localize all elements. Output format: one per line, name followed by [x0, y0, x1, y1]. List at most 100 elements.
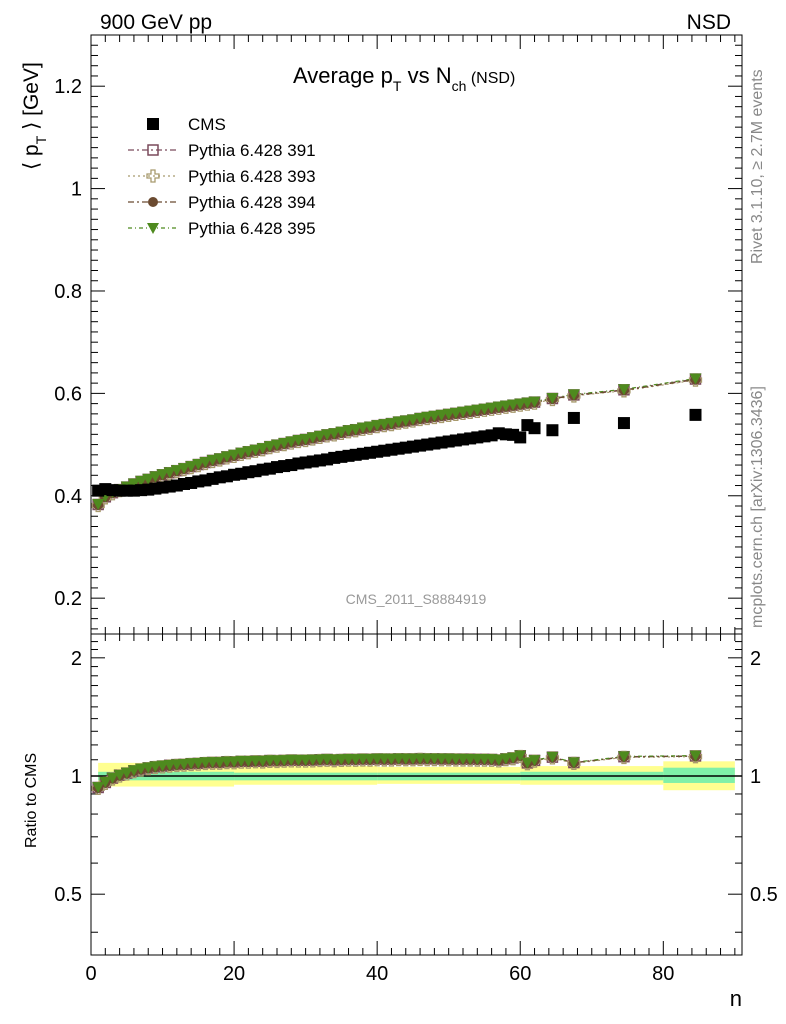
data-point-pythia-6-428-395 — [364, 421, 376, 433]
legend-marker-pythia-6-428-395 — [147, 223, 159, 234]
data-point-pythia-6-428-395 — [213, 453, 226, 465]
legend-label-pythia-6-428-395: Pythia 6.428 395 — [188, 219, 316, 238]
data-point-cms — [546, 424, 559, 437]
ratio-point-pythia-6-428-395 — [507, 752, 520, 764]
ratio-point-pythia-6-428-395 — [92, 782, 105, 794]
main-axes-layer: 0.2 0.4 0.6 0.8 1 1.2 — [54, 34, 742, 634]
xtick-label: 60 — [509, 963, 531, 985]
data-point-pythia-6-428-395 — [464, 405, 477, 417]
data-point-cms — [507, 428, 520, 441]
legend-marker-cms — [147, 118, 159, 130]
ratio-ytick-label-right: 0.5 — [750, 884, 778, 906]
data-point-pythia-6-428-395 — [378, 419, 391, 431]
data-point-pythia-6-428-395 — [156, 469, 169, 481]
main-ytick-label: 0.8 — [54, 281, 82, 303]
ratio-point-pythia-6-428-395 — [163, 759, 176, 771]
ratio-plot-frame — [90, 633, 743, 956]
ratio-point-pythia-6-428-395 — [514, 750, 527, 762]
data-point-pythia-6-428-395 — [299, 433, 312, 445]
ratio-axes-layer: 0.5 0.51 12 20 20 40 60 80 — [54, 634, 778, 985]
data-point-pythia-6-428-395 — [285, 436, 298, 448]
data-point-pythia-6-428-395 — [421, 411, 434, 423]
legend-label-cms: CMS — [188, 115, 226, 134]
data-point-pythia-6-428-395 — [135, 475, 148, 487]
data-point-pythia-6-428-395 — [617, 384, 630, 396]
data-point-pythia-6-428-395 — [471, 404, 484, 416]
legend-marker-pythia-6-428-393 — [146, 169, 160, 183]
data-point-pythia-6-428-395 — [399, 415, 412, 427]
main-series-layer — [91, 373, 703, 513]
data-point-pythia-6-428-395 — [528, 396, 541, 408]
legend: CMS Pythia 6.428 391 Pythia 6.428 393 Pythi… — [128, 115, 316, 238]
ratio-point-pythia-6-428-395 — [135, 763, 148, 775]
ratio-point-pythia-6-428-395 — [113, 769, 126, 781]
data-point-pythia-6-428-395 — [392, 416, 405, 428]
ratio-ytick-label-right: 1 — [750, 766, 761, 788]
data-point-pythia-6-428-395 — [485, 402, 498, 414]
data-point-pythia-6-428-395 — [514, 398, 527, 410]
ratio-ytick-label: 1 — [71, 766, 82, 788]
rivet-side-label: Rivet 3.1.10, ≥ 2.7M events — [749, 69, 766, 264]
title-part-a: Average p — [293, 63, 393, 88]
data-point-pythia-6-428-395 — [228, 449, 241, 461]
xtick-label: 80 — [652, 963, 674, 985]
ratio-ylabel: Ratio to CMS — [23, 753, 40, 848]
xtick-label: 20 — [223, 963, 245, 985]
ylabel-part-a: ⟨ p — [20, 144, 43, 170]
ratio-point-pythia-6-428-395 — [192, 758, 205, 770]
ratio-point-pythia-6-428-395 — [127, 765, 140, 777]
data-point-pythia-6-428-395 — [414, 412, 427, 424]
data-point-pythia-6-428-395 — [127, 478, 140, 490]
xtick-label: 0 — [85, 963, 96, 985]
data-point-pythia-6-428-395 — [92, 498, 105, 510]
data-point-pythia-6-428-395 — [185, 461, 198, 473]
legend-marker-pythia-6-428-391 — [147, 144, 159, 156]
ratio-point-pythia-6-428-395 — [689, 750, 702, 762]
data-point-pythia-6-428-395 — [349, 424, 362, 436]
ratio-ytick-label-right: 2 — [750, 648, 761, 670]
data-point-pythia-6-428-395 — [428, 410, 441, 422]
ratio-point-pythia-6-428-395 — [528, 755, 541, 767]
main-ytick-label: 1.2 — [54, 76, 82, 98]
data-point-pythia-6-428-395 — [292, 434, 305, 446]
ratio-ytick-label: 0.5 — [54, 884, 82, 906]
ratio-series-layer — [91, 749, 703, 796]
data-point-cms — [689, 408, 702, 421]
data-point-pythia-6-428-395 — [163, 467, 176, 479]
data-point-pythia-6-428-395 — [206, 454, 219, 466]
data-point-cms — [120, 484, 133, 497]
data-point-pythia-6-428-395 — [492, 401, 505, 413]
title-part-c: (NSD) — [466, 70, 515, 87]
ratio-ytick-label: 2 — [71, 648, 82, 670]
ratio-point-pythia-6-428-395 — [149, 761, 162, 773]
data-point-cms — [567, 411, 580, 424]
data-point-pythia-6-428-395 — [278, 438, 291, 450]
legend-label-pythia-6-428-393: Pythia 6.428 393 — [188, 167, 316, 186]
data-point-pythia-6-428-395 — [385, 418, 398, 430]
data-point-pythia-6-428-395 — [371, 420, 384, 432]
ratio-point-pythia-6-428-395 — [120, 767, 133, 779]
ratio-point-pythia-6-428-395 — [521, 757, 534, 769]
ratio-point-pythia-6-428-395 — [546, 751, 559, 763]
title-sub-t: T — [393, 78, 402, 94]
data-point-pythia-6-428-395 — [406, 414, 419, 426]
data-point-pythia-6-428-395 — [313, 430, 326, 442]
data-point-cms — [528, 422, 541, 435]
data-point-pythia-6-428-395 — [149, 471, 162, 483]
ratio-point-pythia-6-428-395 — [99, 776, 112, 788]
data-point-pythia-6-428-395 — [689, 373, 702, 385]
legend-marker-pythia-6-428-394 — [148, 197, 158, 207]
header-right-label: NSD — [687, 11, 731, 34]
data-point-pythia-6-428-395 — [249, 444, 262, 456]
x-axis-label: n — [730, 986, 742, 1011]
data-point-pythia-6-428-395 — [328, 428, 341, 440]
data-point-pythia-6-428-395 — [435, 409, 448, 421]
legend-label-pythia-6-428-391: Pythia 6.428 391 — [188, 141, 316, 160]
data-point-pythia-6-428-395 — [321, 429, 334, 441]
data-point-pythia-6-428-395 — [342, 425, 355, 437]
xtick-label: 40 — [366, 963, 388, 985]
ylabel-part-b: ⟩ [GeV] — [20, 62, 43, 136]
data-point-pythia-6-428-395 — [478, 403, 491, 415]
data-point-pythia-6-428-395 — [142, 473, 155, 485]
